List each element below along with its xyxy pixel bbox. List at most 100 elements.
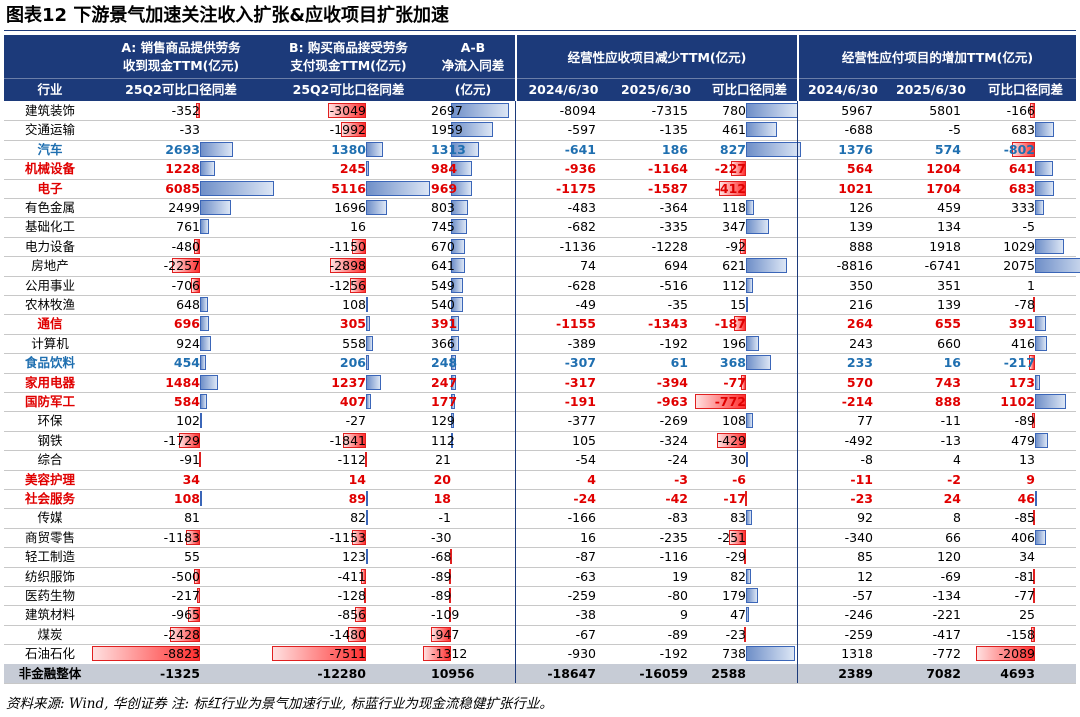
value-cell: -166	[567, 510, 596, 526]
value-cell: -128	[337, 588, 366, 603]
value-cell: -33	[179, 122, 200, 138]
value-cell: 247	[431, 374, 458, 390]
value-cell: -217	[1003, 355, 1035, 371]
value-cell: 461	[722, 122, 746, 138]
value-cell: 139	[849, 219, 873, 235]
value-cell: 85	[857, 549, 873, 565]
header-ab-line3: (亿元)	[454, 82, 492, 97]
value-cell: 248	[431, 355, 458, 371]
row-divider	[4, 275, 1076, 277]
value-cell: 564	[846, 161, 873, 177]
value-cell: -682	[567, 219, 596, 235]
header-pay-c3: 可比口径同差	[987, 82, 1063, 97]
value-cell: -1729	[163, 432, 200, 448]
value-cell: -340	[844, 529, 873, 545]
value-cell: 108	[342, 297, 366, 312]
negative-bar	[744, 549, 747, 565]
value-cell: 696	[173, 316, 200, 332]
value-cell: -963	[656, 394, 688, 409]
value-cell: -11	[850, 471, 873, 487]
table-row: 医药生物 -217 -128 -89 -259 -80 179 -57 -134 -77	[4, 586, 1076, 605]
value-cell: -2428	[163, 626, 200, 642]
value-cell: -947	[431, 626, 460, 642]
value-cell: 10956	[431, 665, 475, 681]
negative-bar	[449, 588, 452, 603]
table-row: 家用电器 1484 1237 247 -317 -394 -77 570 743 173	[4, 373, 1076, 392]
value-cell: 683	[1011, 122, 1035, 138]
value-cell: 77	[857, 413, 873, 429]
value-cell: 243	[849, 335, 873, 351]
negative-bar	[178, 432, 200, 448]
positive-bar	[200, 200, 231, 215]
value-cell: 196	[722, 335, 746, 351]
value-cell: 454	[173, 355, 200, 371]
value-cell: -42	[665, 491, 688, 506]
value-cell: -307	[564, 355, 596, 371]
value-cell: -38	[575, 607, 596, 623]
value-cell: -335	[659, 219, 688, 235]
value-cell: -1841	[329, 432, 366, 448]
value-cell: -483	[567, 200, 596, 215]
value-cell: 126	[849, 200, 873, 215]
value-cell: -87	[575, 549, 596, 565]
negative-bar	[976, 646, 1035, 662]
value-cell: 648	[176, 297, 200, 312]
positive-bar	[1035, 180, 1055, 196]
value-cell: 1021	[838, 180, 873, 196]
data-table: A: 销售商品提供劳务 收到现金TTM(亿元) B: 购买商品接受劳务 支付现金…	[4, 35, 1080, 688]
value-cell: 21	[435, 452, 451, 468]
positive-bar	[746, 141, 802, 157]
value-cell: 479	[1011, 432, 1035, 448]
value-cell: 19	[672, 568, 688, 584]
value-cell: 407	[339, 394, 366, 409]
industry-name: 建筑材料	[24, 607, 75, 623]
header-b-line1: B: 购买商品接受劳务	[289, 40, 408, 55]
row-divider	[4, 198, 1076, 199]
positive-bar	[451, 238, 466, 254]
positive-bar	[1035, 374, 1040, 390]
negative-bar	[729, 529, 746, 545]
industry-name: 美容护理	[24, 471, 75, 487]
value-cell: -628	[567, 277, 596, 293]
row-divider	[4, 392, 1076, 393]
value-cell: 112	[722, 277, 746, 293]
positive-bar	[1035, 394, 1067, 409]
positive-bar	[746, 219, 770, 235]
value-cell: 641	[431, 258, 455, 274]
positive-bar	[200, 374, 219, 390]
value-cell: -1992	[329, 122, 366, 138]
value-cell: -5	[948, 122, 961, 138]
value-cell: 264	[846, 316, 873, 332]
positive-bar	[1035, 238, 1064, 254]
positive-bar	[366, 161, 370, 177]
row-divider	[4, 217, 1076, 219]
value-cell: 2075	[1003, 258, 1035, 274]
table-row: 电子 6085 5116 969 -1175 -1587 -412 1021 1704 683	[4, 179, 1076, 198]
value-cell: 549	[431, 277, 455, 293]
positive-bar	[746, 355, 771, 371]
row-divider	[4, 508, 1076, 510]
value-cell: -214	[841, 394, 873, 409]
positive-bar	[746, 277, 754, 293]
value-cell: -68	[431, 549, 452, 565]
industry-name: 非金融整体	[18, 665, 82, 681]
value-cell: -80	[667, 588, 688, 603]
value-cell: 2693	[165, 141, 200, 157]
figure-title: 图表12 下游景气加速关注收入扩张&应收项目扩张加速	[6, 5, 450, 26]
footnote: 资料来源: Wind, 华创证券 注: 标红行业为景气加速行业, 标蓝行业为现金…	[6, 696, 553, 712]
row-divider	[4, 547, 1076, 549]
value-cell: -6741	[924, 258, 961, 274]
negative-bar	[422, 646, 451, 662]
negative-bar	[364, 452, 367, 468]
positive-bar	[200, 161, 215, 177]
value-cell: 120	[937, 549, 961, 565]
negative-bar	[194, 238, 200, 254]
positive-bar	[451, 374, 457, 390]
value-cell: -27	[345, 413, 366, 429]
value-cell: -13	[940, 432, 961, 448]
value-cell: -246	[844, 607, 873, 623]
table-header	[4, 35, 1076, 101]
value-cell: 105	[572, 432, 596, 448]
row-divider	[4, 411, 1076, 413]
value-cell: -688	[844, 122, 873, 138]
